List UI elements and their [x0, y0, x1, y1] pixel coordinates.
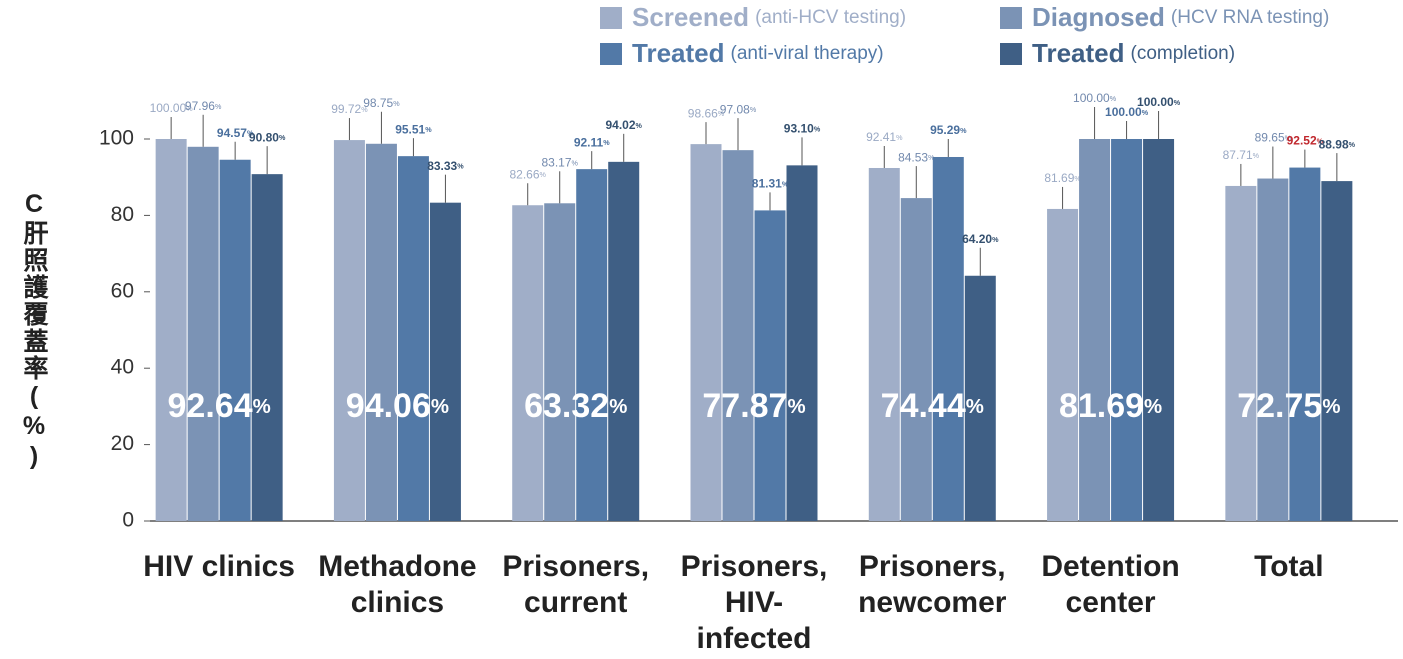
legend-item: Treated (completion)	[1000, 38, 1235, 69]
bar	[155, 139, 187, 521]
legend-name: Treated	[1032, 38, 1125, 68]
legend-swatch	[1000, 6, 1022, 29]
value-label: 100.00%	[1105, 105, 1149, 119]
legend-note: (completion)	[1130, 42, 1236, 64]
bar	[397, 156, 429, 521]
value-label: 99.72%	[331, 102, 368, 116]
bar	[690, 144, 722, 521]
value-label: 64.20%	[962, 232, 999, 246]
value-label: 82.66%	[509, 167, 546, 181]
x-tick-label: Prisoners, current	[502, 550, 650, 619]
value-label: 100.00%	[150, 101, 194, 115]
legend-note: (HCV RNA testing)	[1170, 6, 1330, 28]
legend-note: (anti-viral therapy)	[730, 42, 884, 64]
value-label: 81.69%	[1044, 171, 1081, 185]
x-tick-label: Prisoners, HIV-infected	[680, 550, 828, 655]
value-label: 92.11%	[574, 135, 610, 149]
legend-name: Treated	[632, 38, 725, 68]
value-label: 95.51%	[395, 122, 432, 136]
value-label: 94.57%	[217, 126, 254, 140]
value-label: 98.66%	[688, 106, 725, 120]
value-label: 92.41%	[866, 130, 903, 144]
bar	[868, 167, 900, 521]
legend-note: (anti-HCV testing)	[755, 6, 907, 28]
x-tick-label: Methadone clinics	[318, 550, 477, 619]
value-label: 83.17%	[541, 155, 578, 169]
legend-item: Screened (anti-HCV testing)	[600, 2, 906, 33]
bar	[365, 143, 397, 521]
bar	[333, 140, 365, 522]
value-label: 97.08%	[720, 102, 757, 116]
bar	[219, 159, 251, 521]
x-tick-label: HIV clinics	[143, 550, 295, 583]
value-label: 92.52%	[1287, 134, 1324, 148]
bar	[187, 146, 219, 522]
bar	[786, 165, 818, 521]
value-label: 87.71%	[1223, 148, 1260, 162]
value-label: 94.02%	[605, 118, 642, 132]
legend-name: Screened	[632, 2, 750, 32]
bar	[512, 205, 544, 521]
y-tick-label: 80	[111, 203, 134, 226]
bar	[754, 210, 786, 521]
y-tick-label: 20	[111, 432, 134, 455]
value-label: 98.75%	[363, 96, 400, 110]
bar	[1257, 178, 1289, 522]
value-label: 81.31%	[752, 177, 789, 191]
bar	[1111, 139, 1143, 521]
y-tick-label: 0	[122, 509, 134, 532]
value-label: 93.10%	[784, 122, 821, 136]
value-label: 100.00%	[1137, 95, 1181, 109]
bar	[608, 161, 640, 521]
bar	[964, 275, 996, 521]
legend-name: Diagnosed	[1032, 2, 1165, 32]
value-label: 89.65%	[1255, 131, 1292, 145]
value-label: 90.80%	[249, 130, 286, 144]
bar	[932, 156, 964, 522]
value-label: 100.00%	[1073, 91, 1117, 105]
x-tick-label: Prisoners, newcomer	[858, 550, 1007, 619]
y-tick-label: 60	[111, 279, 134, 302]
bar	[1079, 139, 1111, 521]
bar	[1289, 167, 1321, 521]
y-axis-label: C肝照護覆蓋率(%)	[20, 190, 48, 472]
legend-item: Diagnosed (HCV RNA testing)	[1000, 2, 1329, 33]
value-label: 95.29%	[930, 123, 967, 137]
bar	[722, 150, 754, 521]
legend-swatch	[600, 6, 622, 29]
y-tick-label: 100	[99, 127, 134, 150]
bar	[251, 174, 283, 522]
x-tick-label: Detention center	[1041, 550, 1180, 619]
legend-swatch	[1000, 42, 1022, 65]
bar	[1225, 185, 1257, 521]
legend-swatch	[600, 42, 622, 65]
legend-item: Treated (anti-viral therapy)	[600, 38, 884, 69]
bar	[544, 203, 576, 522]
value-label: 83.33%	[427, 159, 464, 173]
value-label: 88.98%	[1319, 137, 1356, 151]
value-label: 97.96%	[185, 99, 222, 113]
bar	[1143, 139, 1175, 521]
bar	[1047, 208, 1079, 521]
y-tick-label: 40	[111, 356, 134, 379]
bar	[900, 198, 932, 521]
value-label: 84.53%	[898, 150, 935, 164]
bar	[429, 202, 461, 522]
x-tick-label: Total	[1254, 550, 1324, 583]
bar	[576, 169, 608, 521]
bar	[1321, 181, 1353, 521]
